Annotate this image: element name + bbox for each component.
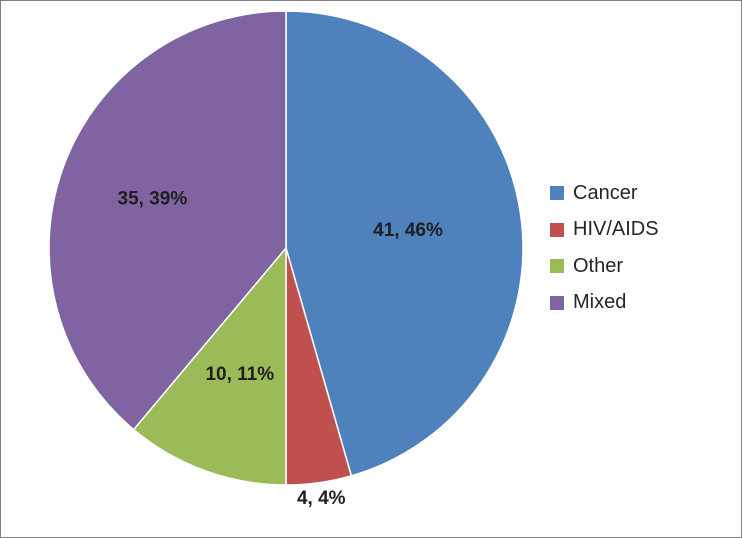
pie-slice-cancer (285, 10, 524, 477)
pie-slice-other (132, 245, 287, 486)
pie-slice-mixed (48, 10, 287, 431)
pie-data-labels: 41, 46% 4, 4% 10, 11% 35, 39% (118, 188, 443, 509)
legend-label-other: Other (573, 254, 624, 277)
legend-item-other: Other (550, 248, 659, 285)
legend-label-cancer: Cancer (573, 181, 638, 204)
legend-swatch-hiv-aids (550, 222, 564, 237)
data-label-cancer: 41, 46% (373, 220, 443, 241)
legend-swatch-mixed (550, 295, 564, 310)
legend-label-hiv-aids: HIV/AIDS (573, 218, 659, 241)
legend-item-hiv-aids: HIV/AIDS (550, 212, 659, 249)
legend-swatch-other (550, 259, 564, 274)
legend-label-mixed: Mixed (573, 291, 627, 314)
legend: Cancer HIV/AIDS Other Mixed (550, 175, 659, 321)
legend-item-mixed: Mixed (550, 285, 659, 322)
legend-item-cancer: Cancer (550, 175, 659, 212)
data-label-other: 10, 11% (205, 364, 274, 385)
data-label-hiv-aids: 4, 4% (297, 488, 346, 509)
legend-swatch-cancer (550, 186, 564, 201)
pie-slices (48, 10, 524, 486)
data-label-mixed: 35, 39% (118, 188, 188, 209)
